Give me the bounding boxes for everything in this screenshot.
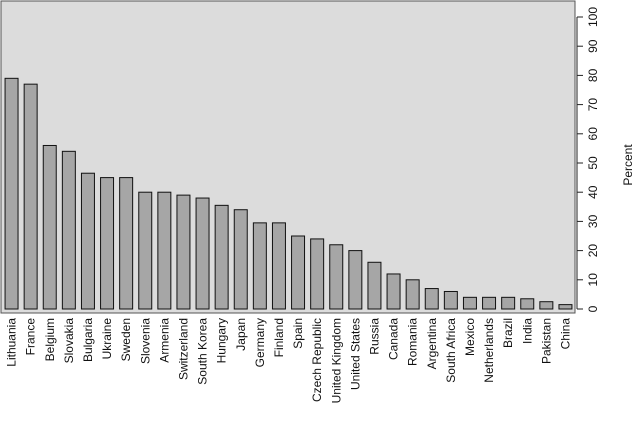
- bar: [348, 250, 363, 310]
- x-tick-label: Germany: [253, 318, 267, 367]
- bar: [558, 304, 573, 310]
- bar: [405, 279, 420, 310]
- x-tick-label: Sweden: [119, 318, 133, 361]
- bar: [23, 83, 38, 310]
- y-tick-label: 0: [586, 305, 600, 312]
- x-tick-label: Netherlands: [482, 318, 496, 383]
- x-tick-label: Lithuania: [5, 318, 19, 367]
- x-tick-label: Canada: [387, 318, 401, 360]
- bar: [157, 191, 172, 310]
- x-tick-label: Hungary: [215, 318, 229, 363]
- x-tick-label: Ukraine: [100, 318, 114, 360]
- bar: [271, 222, 286, 310]
- y-tick-label: 70: [586, 98, 600, 112]
- x-tick-label: Finland: [272, 318, 286, 357]
- x-tick-label: Pakistan: [539, 318, 553, 364]
- x-tick-label: Slovakia: [62, 318, 76, 364]
- bar: [310, 238, 325, 310]
- y-tick-label: 40: [586, 185, 600, 199]
- y-tick-label: 20: [586, 244, 600, 258]
- plot-background: [0, 0, 576, 314]
- x-tick-label: South Africa: [444, 318, 458, 383]
- bar: [386, 273, 401, 310]
- bar: [214, 204, 229, 310]
- y-tick-label: 80: [586, 68, 600, 82]
- x-tick-label: Brazil: [501, 318, 515, 348]
- bar: [252, 222, 267, 310]
- bar: [501, 296, 516, 310]
- y-axis-label: Percent: [621, 144, 635, 186]
- x-tick-label: Argentina: [425, 318, 439, 370]
- bar: [539, 301, 554, 310]
- x-tick-label: Spain: [291, 318, 305, 349]
- bar: [443, 290, 458, 310]
- x-tick-label: India: [520, 318, 534, 344]
- bar: [233, 209, 248, 310]
- bar: [176, 194, 191, 310]
- y-tick-label: 60: [586, 127, 600, 141]
- bar: [100, 177, 115, 310]
- y-tick-label: 30: [586, 214, 600, 228]
- bar: [4, 77, 19, 310]
- x-tick-label: Japan: [234, 318, 248, 351]
- x-tick-label: United Kingdom: [329, 318, 343, 403]
- y-tick-label: 10: [586, 273, 600, 287]
- bar: [462, 296, 477, 310]
- bar: [329, 244, 344, 310]
- x-tick-label: Romania: [406, 318, 420, 366]
- bar: [138, 191, 153, 310]
- x-tick-label: Slovenia: [138, 318, 152, 364]
- y-tick-label: 90: [586, 39, 600, 53]
- x-tick-label: United States: [348, 318, 362, 390]
- x-tick-label: Bulgaria: [81, 318, 95, 362]
- bar: [520, 298, 535, 310]
- bar: [195, 197, 210, 310]
- bar: [482, 296, 497, 310]
- bar: [61, 150, 76, 310]
- bar: [424, 288, 439, 310]
- x-tick-label: China: [558, 318, 572, 350]
- y-tick-label: 50: [586, 156, 600, 170]
- x-tick-label: Armenia: [157, 318, 171, 363]
- x-tick-label: Mexico: [463, 318, 477, 356]
- x-tick-label: Czech Republic: [310, 318, 324, 402]
- bar: [291, 235, 306, 310]
- x-tick-label: Switzerland: [176, 318, 190, 380]
- y-tick-label: 100: [586, 7, 600, 27]
- bar: [119, 177, 134, 310]
- x-tick-label: South Korea: [196, 318, 210, 385]
- bar: [42, 144, 57, 310]
- bar: [80, 172, 95, 310]
- bar: [367, 261, 382, 310]
- x-tick-label: Russia: [367, 318, 381, 355]
- x-tick-label: France: [24, 318, 38, 356]
- x-tick-label: Belgium: [43, 318, 57, 361]
